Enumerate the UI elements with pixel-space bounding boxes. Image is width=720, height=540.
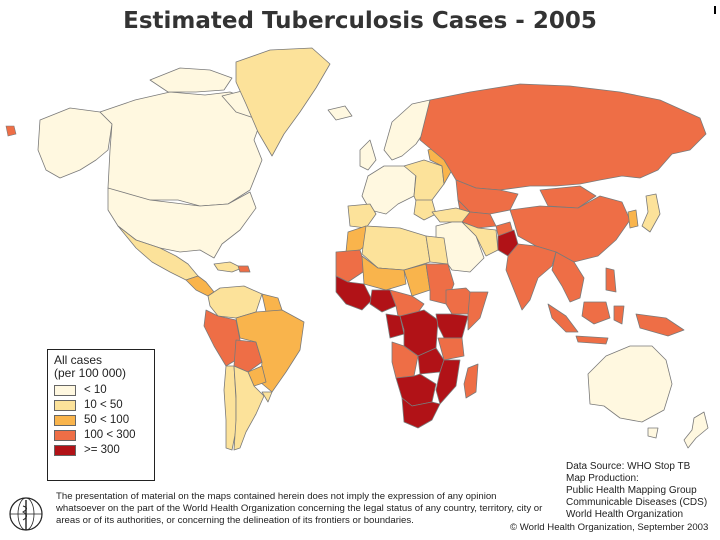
region-russia[interactable]	[419, 83, 707, 191]
source-line-4: Communicable Diseases (CDS)	[566, 497, 708, 508]
data-source-block: Data Source: WHO Stop TB Map Production:…	[566, 461, 716, 521]
legend-rows: < 10 10 < 50 50 < 100 100 < 300 >= 300	[54, 383, 148, 457]
region-iberia[interactable]	[347, 203, 377, 229]
region-australia[interactable]	[587, 345, 673, 423]
region-haiti[interactable]	[237, 265, 251, 273]
legend-row: 10 < 50	[54, 398, 148, 412]
region-west-africa[interactable]	[335, 275, 373, 311]
region-uk[interactable]	[359, 139, 377, 171]
region-madagascar[interactable]	[463, 363, 479, 399]
region-arctic-islands[interactable]	[149, 67, 233, 93]
region-kenya-uganda[interactable]	[435, 313, 469, 339]
region-tasmania[interactable]	[647, 427, 659, 439]
source-line-1: Data Source: WHO Stop TB	[566, 461, 691, 472]
legend-swatch	[54, 444, 76, 456]
region-sumatra[interactable]	[547, 303, 579, 333]
region-south-africa[interactable]	[401, 397, 441, 429]
region-china[interactable]	[509, 195, 631, 263]
region-uruguay[interactable]	[261, 391, 273, 403]
legend-swatch	[54, 429, 76, 441]
region-caribbean[interactable]	[213, 261, 243, 273]
region-somalia[interactable]	[467, 291, 489, 331]
legend-label: >= 300	[84, 444, 120, 456]
region-tanzania[interactable]	[437, 337, 465, 361]
disclaimer-text: The presentation of material on the maps…	[56, 491, 543, 526]
region-guianas[interactable]	[261, 293, 283, 313]
region-algeria-libya[interactable]	[361, 225, 431, 271]
region-turkey[interactable]	[431, 207, 471, 223]
map-title: Estimated Tuberculosis Cases - 2005	[123, 8, 597, 34]
region-argentina[interactable]	[233, 365, 265, 451]
region-nigeria[interactable]	[369, 289, 397, 313]
region-balkans[interactable]	[413, 199, 437, 221]
legend-swatch	[54, 414, 76, 426]
region-korea[interactable]	[627, 209, 639, 229]
region-central-america[interactable]	[185, 275, 215, 297]
region-ireland[interactable]	[5, 125, 17, 137]
region-new-guinea[interactable]	[635, 313, 685, 337]
copyright-text: © World Health Organization, September 2…	[510, 522, 709, 533]
legend-label: 100 < 300	[84, 429, 136, 441]
region-iceland[interactable]	[327, 105, 353, 121]
legend-label: 10 < 50	[84, 399, 123, 411]
region-sulawesi[interactable]	[613, 305, 625, 325]
region-philippines[interactable]	[605, 267, 617, 293]
legend-label: < 10	[84, 384, 107, 396]
who-emblem-icon	[9, 497, 43, 531]
legend-swatch	[54, 399, 76, 411]
corner-mark	[714, 6, 716, 14]
legend-row: 50 < 100	[54, 413, 148, 427]
region-new-zealand[interactable]	[683, 411, 709, 449]
region-bolivia[interactable]	[233, 339, 263, 373]
region-chile[interactable]	[223, 365, 237, 451]
region-chad[interactable]	[403, 263, 431, 297]
region-brazil[interactable]	[235, 309, 305, 393]
source-line-3: Public Health Mapping Group	[566, 485, 697, 496]
legend-title-line2: (per 100 000)	[54, 366, 127, 380]
legend: All cases (per 100 000) < 10 10 < 50 50 …	[47, 349, 155, 481]
region-java[interactable]	[575, 335, 609, 345]
region-borneo[interactable]	[581, 301, 611, 325]
region-western-europe[interactable]	[361, 165, 417, 215]
source-line-5: World Health Organization	[566, 509, 684, 520]
legend-row: 100 < 300	[54, 428, 148, 442]
legend-swatch	[54, 384, 76, 396]
legend-label: 50 < 100	[84, 414, 130, 426]
region-japan[interactable]	[641, 193, 661, 233]
legend-row: >= 300	[54, 443, 148, 457]
region-mauritania[interactable]	[335, 249, 367, 283]
region-greenland[interactable]	[235, 47, 331, 157]
legend-row: < 10	[54, 383, 148, 397]
region-mongolia[interactable]	[539, 185, 597, 209]
region-egypt[interactable]	[425, 235, 449, 265]
source-line-2: Map Production:	[566, 473, 639, 484]
region-alaska[interactable]	[37, 107, 113, 179]
legend-title-line1: All cases	[54, 353, 103, 367]
region-india[interactable]	[505, 243, 557, 311]
region-southeast-asia[interactable]	[551, 251, 585, 303]
